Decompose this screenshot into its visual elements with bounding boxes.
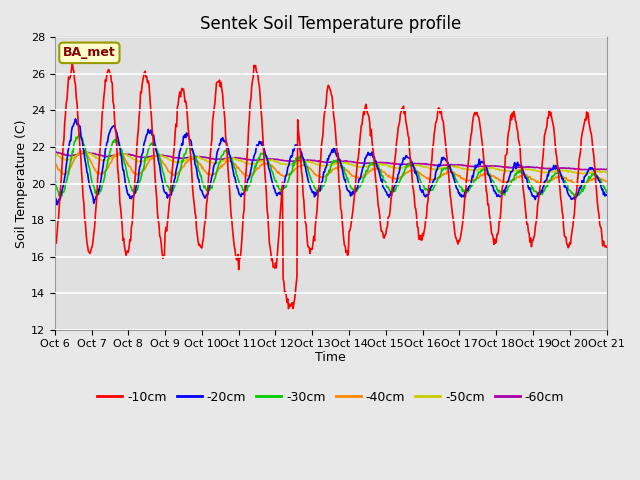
-30cm <box>76 131 83 137</box>
Text: BA_met: BA_met <box>63 47 116 60</box>
-40cm <box>77 148 85 154</box>
Line: -50cm: -50cm <box>55 152 607 174</box>
-60cm <box>376 159 384 165</box>
-40cm <box>51 159 59 165</box>
-40cm <box>323 172 331 178</box>
-30cm <box>196 173 204 179</box>
-30cm <box>603 189 611 195</box>
-20cm <box>173 161 181 167</box>
-10cm <box>173 124 180 130</box>
-50cm <box>603 169 611 175</box>
-10cm <box>51 241 59 247</box>
-60cm <box>196 154 204 160</box>
-30cm <box>51 178 59 184</box>
-40cm <box>431 177 439 182</box>
-10cm <box>196 243 204 249</box>
-40cm <box>173 171 180 177</box>
-30cm <box>553 171 561 177</box>
Line: -20cm: -20cm <box>55 119 607 205</box>
Title: Sentek Soil Temperature profile: Sentek Soil Temperature profile <box>200 15 461 33</box>
-10cm <box>378 228 385 234</box>
-60cm <box>323 159 331 165</box>
-20cm <box>324 156 332 162</box>
-30cm <box>323 171 331 177</box>
-50cm <box>579 171 587 177</box>
-50cm <box>376 161 384 167</box>
-10cm <box>324 85 332 91</box>
-30cm <box>431 180 439 186</box>
-50cm <box>196 155 204 161</box>
Line: -30cm: -30cm <box>55 134 607 197</box>
-60cm <box>173 155 180 161</box>
Legend: -10cm, -20cm, -30cm, -40cm, -50cm, -60cm: -10cm, -20cm, -30cm, -40cm, -50cm, -60cm <box>92 385 569 408</box>
-20cm <box>554 163 561 168</box>
-30cm <box>376 168 384 173</box>
-10cm <box>285 306 292 312</box>
X-axis label: Time: Time <box>316 351 346 364</box>
-40cm <box>576 183 584 189</box>
-60cm <box>603 167 611 172</box>
-50cm <box>323 163 331 168</box>
-20cm <box>197 187 205 193</box>
-40cm <box>196 161 204 167</box>
-20cm <box>432 170 440 176</box>
-10cm <box>68 60 76 66</box>
-10cm <box>432 120 440 126</box>
Line: -10cm: -10cm <box>55 63 607 309</box>
-20cm <box>53 202 61 208</box>
-50cm <box>173 159 180 165</box>
-20cm <box>603 192 611 198</box>
-60cm <box>52 149 60 155</box>
-50cm <box>51 151 59 156</box>
-10cm <box>554 163 561 168</box>
-30cm <box>572 194 580 200</box>
-30cm <box>173 179 180 184</box>
-40cm <box>603 179 611 184</box>
-50cm <box>553 168 561 174</box>
Y-axis label: Soil Temperature (C): Soil Temperature (C) <box>15 119 28 248</box>
-60cm <box>553 166 561 171</box>
-20cm <box>378 178 385 184</box>
-40cm <box>376 167 384 172</box>
-50cm <box>79 149 87 155</box>
-60cm <box>584 167 591 173</box>
Line: -60cm: -60cm <box>55 152 607 170</box>
Line: -40cm: -40cm <box>55 151 607 186</box>
-20cm <box>51 192 59 198</box>
-50cm <box>431 167 439 172</box>
-60cm <box>431 162 439 168</box>
-20cm <box>72 116 79 122</box>
-10cm <box>603 244 611 250</box>
-60cm <box>51 149 59 155</box>
-40cm <box>553 175 561 180</box>
